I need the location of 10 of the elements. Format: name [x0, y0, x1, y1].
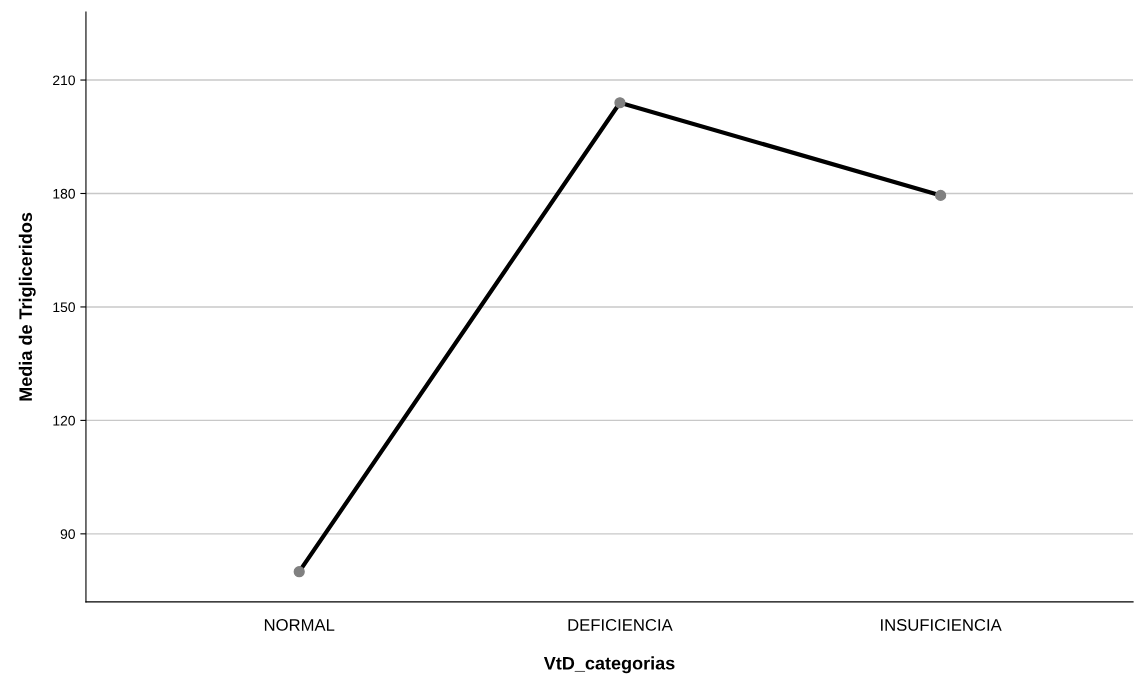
x-axis-title: VtD_categorias — [543, 656, 675, 674]
y-tick-label: 90 — [60, 529, 75, 540]
y-tick-label: 180 — [53, 188, 75, 199]
y-tick-label: 120 — [53, 415, 75, 426]
x-tick-label: INSUFICIENCIA — [881, 619, 1002, 631]
x-tick-label: NORMAL — [264, 619, 335, 631]
y-tick-label: 210 — [53, 75, 75, 86]
y-tick-label: 150 — [53, 302, 75, 313]
y-axis-title: Media de Trigliceridos — [18, 212, 36, 401]
x-tick-label: DEFICIENCIA — [568, 619, 673, 631]
